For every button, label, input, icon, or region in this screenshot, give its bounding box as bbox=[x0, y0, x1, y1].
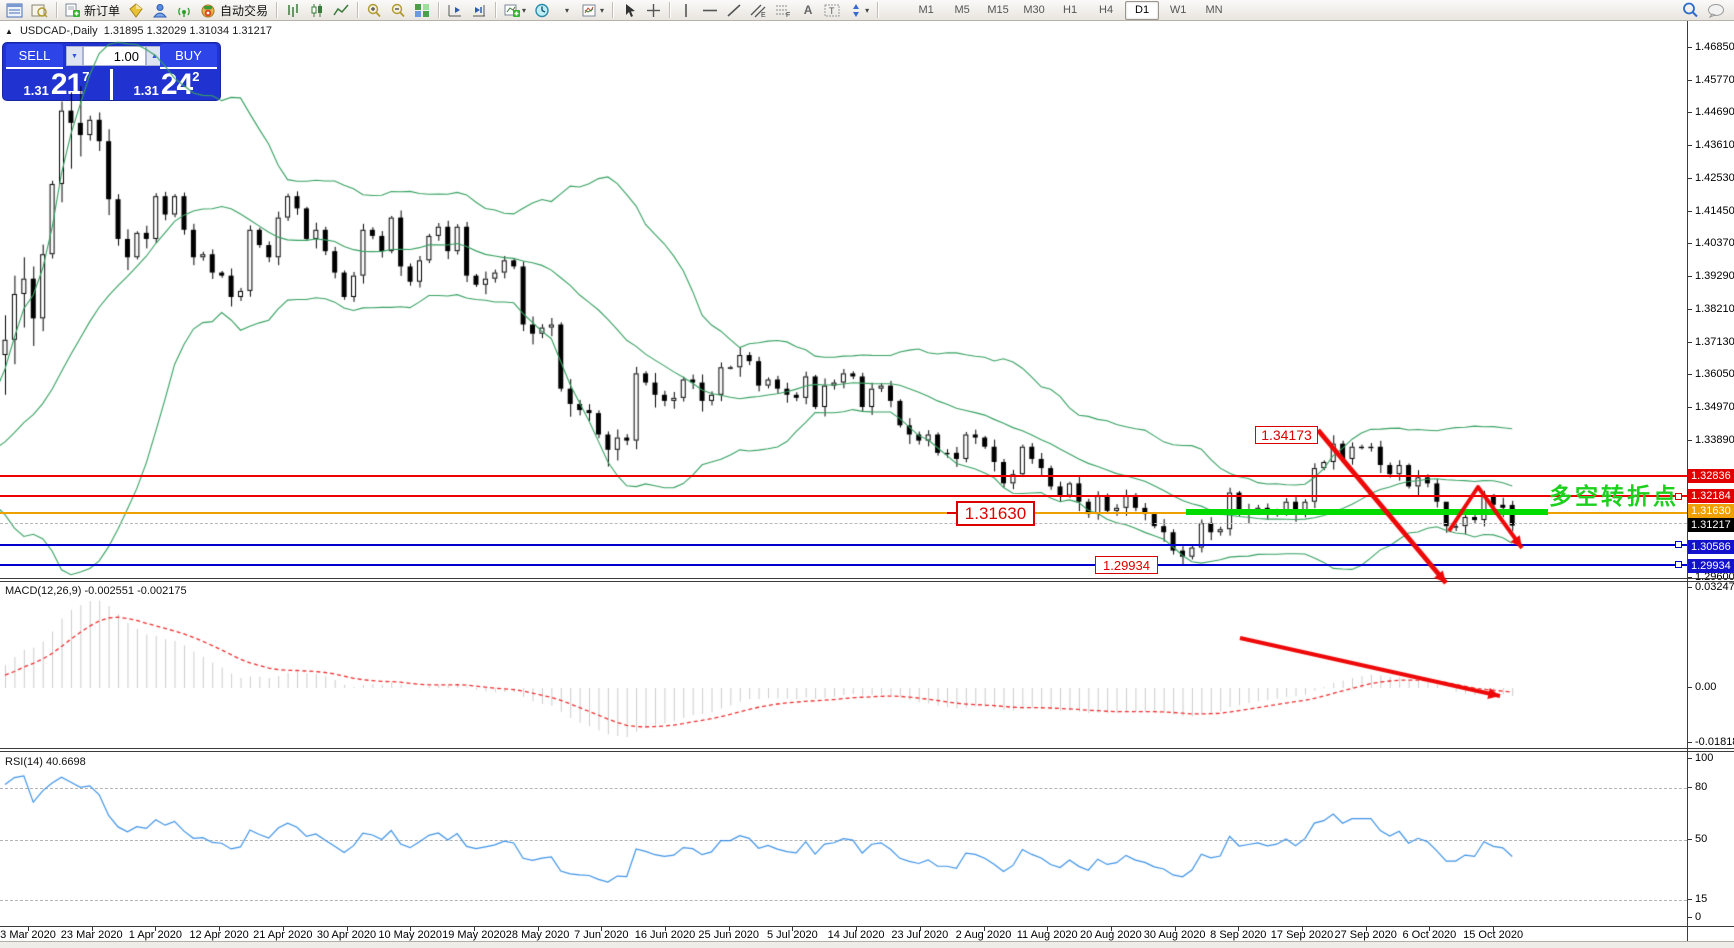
price-tag-1.31217: 1.31217 bbox=[1688, 518, 1734, 532]
support-price-callout[interactable]: 1.31630 bbox=[956, 501, 1035, 526]
object-handle[interactable] bbox=[1675, 561, 1682, 568]
support-callout-leader bbox=[947, 512, 956, 514]
horizontal-level-line-1.32184[interactable] bbox=[0, 495, 1687, 497]
horizontal-level-line-1.32836[interactable] bbox=[0, 475, 1687, 477]
green-support-bar[interactable] bbox=[1186, 509, 1548, 515]
horizontal-level-line-1.30586[interactable] bbox=[0, 544, 1687, 546]
peak-price-callout[interactable]: 1.34173 bbox=[1255, 426, 1318, 444]
object-handle[interactable] bbox=[1675, 493, 1682, 500]
horizontal-level-line-1.29934[interactable] bbox=[0, 564, 1687, 566]
low-price-callout[interactable]: 1.29934 bbox=[1095, 556, 1158, 574]
price-tag-1.29934: 1.29934 bbox=[1688, 559, 1734, 573]
turning-point-annotation[interactable]: 多空转折点 bbox=[1549, 483, 1679, 509]
object-handle[interactable] bbox=[1675, 541, 1682, 548]
price-tag-1.30586: 1.30586 bbox=[1688, 540, 1734, 554]
price-tag-1.32836: 1.32836 bbox=[1688, 469, 1734, 483]
horizontal-level-line-1.31217[interactable] bbox=[0, 523, 1687, 524]
price-tag-1.32184: 1.32184 bbox=[1688, 489, 1734, 503]
price-tag-1.31630: 1.31630 bbox=[1688, 504, 1734, 518]
